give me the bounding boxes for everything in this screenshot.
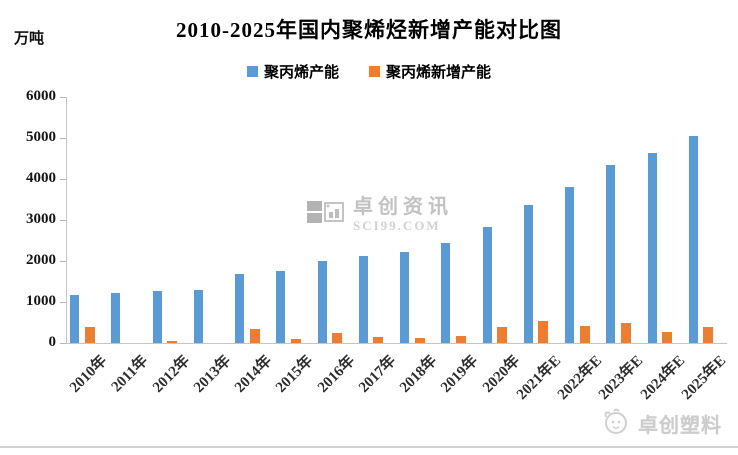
capacity-bar-2014年 [235,273,244,343]
new-capacity-bar-2023年E [620,322,631,343]
y-axis-tick-mark [60,343,66,344]
center-watermark: 卓创资讯 SCI99.COM [306,197,453,232]
chart-title: 2010-2025年国内聚烯烃新增产能对比图 [176,18,562,42]
center-watermark-site: SCI99.COM [353,218,441,233]
y-axis-tick-label: 4000 [26,170,56,186]
new-capacity-bar-2018年 [414,338,425,343]
sci99-blocks-logo-icon [306,197,346,232]
capacity-bar-2016年 [317,260,327,343]
legend-label: 聚丙烯新增产能 [386,65,492,81]
capacity-bar-2018年 [400,251,409,343]
capacity-bar-2023年E [606,165,616,343]
y-axis-tick-label: 1000 [26,293,56,309]
capacity-bar-2012年 [152,290,162,343]
zhuochuang-plastics-doodle-logo-icon [600,407,630,440]
new-capacity-bar-2024年E [662,331,672,343]
capacity-bar-2011年 [111,292,121,343]
new-capacity-bar-2017年 [373,336,384,343]
new-capacity-bar-2015年 [290,339,301,343]
new-capacity-bar-2019年 [455,335,466,343]
capacity-bar-2015年 [276,271,286,343]
new-capacity-bar-2025年E [703,327,714,343]
y-axis-tick-mark [60,97,66,98]
new-capacity-bar-2016年 [332,333,342,343]
capacity-bar-2010年 [70,294,79,343]
capacity-bar-2017年 [358,255,368,343]
y-axis-tick-label: 3000 [26,211,56,227]
y-axis-tick-label: 2000 [26,252,56,268]
capacity-bar-2020年 [482,226,492,343]
capacity-bar-2024年E [647,152,657,343]
legend-item-0: 聚丙烯产能 [246,61,339,82]
new-capacity-bar-2012年 [167,340,177,343]
y-axis-tick-mark [60,179,66,180]
chart-legend: 聚丙烯产能 聚丙烯新增产能 [0,61,738,82]
legend-swatch-icon [369,66,380,77]
y-axis-unit-label: 万吨 [14,31,45,47]
new-capacity-bar-2021年E [538,320,549,343]
center-watermark-name: 卓创资讯 [353,196,453,218]
legend-item-1: 聚丙烯新增产能 [369,61,491,82]
y-axis-tick-mark [60,302,66,303]
bottom-divider-line [0,446,738,448]
y-axis-tick-label: 5000 [26,129,56,145]
capacity-bar-2013年 [193,289,203,343]
capacity-bar-2021年E [523,204,533,343]
legend-label: 聚丙烯产能 [263,65,339,81]
bottom-right-watermark: 卓创塑料 [600,407,722,440]
y-axis-tick-mark [60,138,66,139]
y-axis-tick-label: 0 [48,334,57,350]
new-capacity-bar-2022年E [579,325,590,343]
capacity-bar-2019年 [441,243,451,343]
y-axis-tick-label: 6000 [26,88,56,104]
y-axis-tick-mark [60,261,66,262]
bottom-right-watermark-name: 卓创塑料 [638,415,722,437]
new-capacity-bar-2020年 [497,327,507,343]
legend-swatch-icon [246,66,258,77]
new-capacity-bar-2010年 [84,326,95,343]
y-axis-tick-mark [60,220,66,221]
plot-area [66,97,727,344]
capacity-bar-2025年E [688,135,698,343]
capacity-bar-2022年E [565,187,574,343]
new-capacity-bar-2014年 [249,328,260,343]
